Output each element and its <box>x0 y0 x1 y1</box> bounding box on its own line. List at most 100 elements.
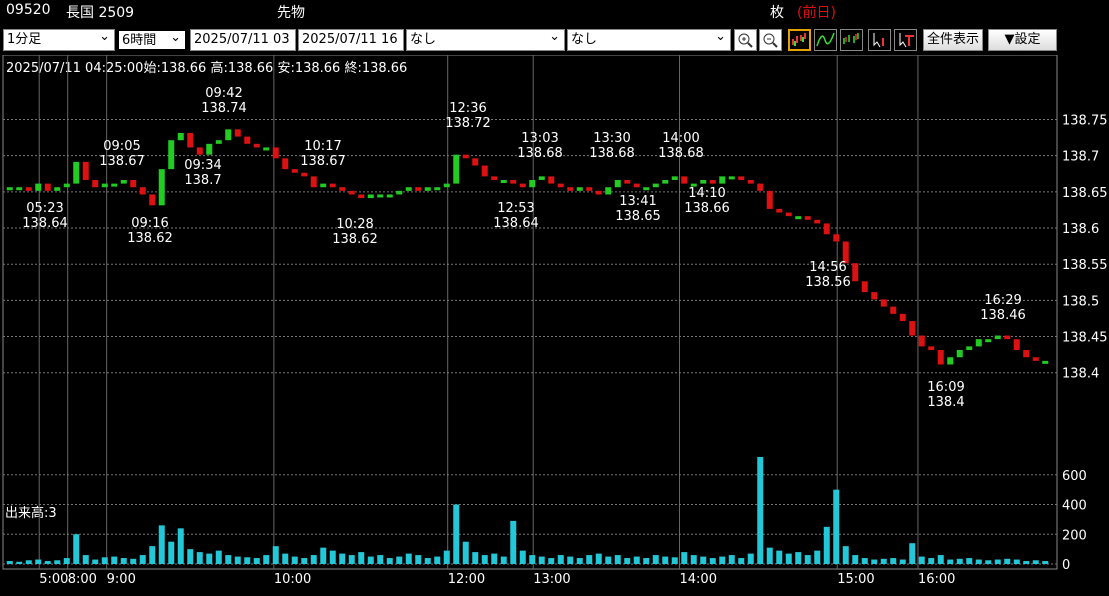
price-bar <box>1032 357 1039 361</box>
price-bar <box>453 154 460 184</box>
volume-bar <box>994 559 1001 564</box>
price-bar <box>101 183 108 188</box>
price-bar <box>358 194 365 199</box>
volume-bar <box>44 561 51 564</box>
candle-mode[interactable] <box>788 29 811 51</box>
volume-bar <box>966 558 973 564</box>
volume-bar <box>206 553 213 564</box>
interval-select[interactable]: 1分足 <box>3 29 115 51</box>
volume-bar <box>614 555 621 564</box>
volume-bar <box>272 546 279 564</box>
price-bar <box>1042 360 1049 364</box>
volume-bar <box>111 556 118 564</box>
volume-bar <box>719 556 726 564</box>
x-tick-label: 5:00 <box>39 572 68 587</box>
price-bar <box>44 183 51 191</box>
volume-bar <box>35 559 42 564</box>
price-bar <box>842 241 849 264</box>
annotation-price: 138.46 <box>980 308 1026 323</box>
annotation-price: 138.67 <box>99 154 145 169</box>
annotation-time: 13:30 <box>593 131 630 146</box>
y-tick-label: 138.65 <box>1062 186 1108 201</box>
price-bar <box>1004 335 1011 340</box>
price-bar <box>329 183 336 188</box>
price-bar <box>700 179 707 184</box>
price-bar <box>405 187 412 191</box>
volume-bar <box>1004 558 1011 564</box>
price-bar <box>510 179 517 184</box>
volume-bar <box>595 553 602 564</box>
y-tick-label: 138.75 <box>1062 113 1108 128</box>
volume-bar <box>624 558 631 564</box>
volume-bar <box>852 555 859 564</box>
annotation-time: 13:41 <box>619 194 656 209</box>
price-bar <box>339 187 346 191</box>
volume-bar <box>633 556 640 564</box>
line-mode[interactable] <box>814 29 837 51</box>
cursor-tool[interactable] <box>868 29 891 51</box>
annotation-price: 138.7 <box>184 173 221 188</box>
price-bar <box>890 306 897 314</box>
volume-bar <box>92 559 99 564</box>
price-bar <box>738 176 745 180</box>
price-bar <box>719 176 726 184</box>
y-tick-label: 138.45 <box>1062 331 1108 346</box>
price-bar <box>557 183 564 188</box>
settings-button[interactable]: ▼設定 <box>988 29 1057 51</box>
price-bar <box>548 176 555 184</box>
span-select[interactable]: 6時間 <box>117 29 187 51</box>
volume-bar <box>82 555 89 564</box>
volume-bar <box>1032 560 1039 564</box>
x-tick-label: 16:00 <box>918 572 955 587</box>
volume-bar <box>880 558 887 564</box>
unit: 枚 <box>770 5 784 21</box>
volume-bar <box>833 489 840 564</box>
show-all-button[interactable]: 全件表示 <box>923 29 983 51</box>
price-bar <box>681 176 688 184</box>
volume-bar <box>871 559 878 564</box>
price-bar <box>643 187 650 191</box>
price-bar <box>310 176 317 188</box>
price-bar <box>92 179 99 188</box>
annotation-price: 138.64 <box>22 216 68 231</box>
from-input[interactable]: 2025/07/11 03 <box>190 29 296 51</box>
price-bar <box>253 143 260 148</box>
indicator-select[interactable]: なし <box>567 29 731 51</box>
price-bar <box>985 339 992 343</box>
y-tick-label: 138.5 <box>1062 294 1099 309</box>
volume-bar <box>54 560 61 564</box>
volume-bar <box>557 555 564 564</box>
price-bar <box>956 350 963 358</box>
volume-bar <box>519 550 526 564</box>
x-tick-label: 15:00 <box>837 572 874 587</box>
kind: 先物 <box>277 5 305 21</box>
annotation-time: 10:17 <box>304 139 341 154</box>
price-bar <box>386 194 393 198</box>
x-tick-label: 10:00 <box>274 572 311 587</box>
price-bar <box>82 161 89 180</box>
annotation-time: 09:05 <box>103 139 140 154</box>
price-bar <box>766 190 773 209</box>
zoom-in[interactable] <box>734 29 757 51</box>
price-bar <box>567 187 574 191</box>
annotation-price: 138.67 <box>300 154 346 169</box>
zoom-out[interactable] <box>759 29 782 51</box>
annotation-time: 14:10 <box>688 186 725 201</box>
y-tick-label: 200 <box>1062 528 1087 543</box>
volume-bar <box>120 558 127 564</box>
volume-bar <box>842 546 849 564</box>
volume-bar <box>681 552 688 564</box>
volume-bar <box>586 555 593 564</box>
volume-bar <box>956 558 963 564</box>
volume-bar <box>481 555 488 564</box>
price-bar <box>833 234 840 242</box>
bar-mode[interactable] <box>840 29 863 51</box>
volume-bar <box>6 561 13 564</box>
to-input[interactable]: 2025/07/11 16 <box>298 29 404 51</box>
prev: (前日) <box>797 5 836 21</box>
price-bar <box>215 140 222 144</box>
draw-tool[interactable] <box>894 29 917 51</box>
price-bar <box>291 169 298 173</box>
indicator-select[interactable]: なし <box>406 29 565 51</box>
volume-bar <box>415 555 422 564</box>
